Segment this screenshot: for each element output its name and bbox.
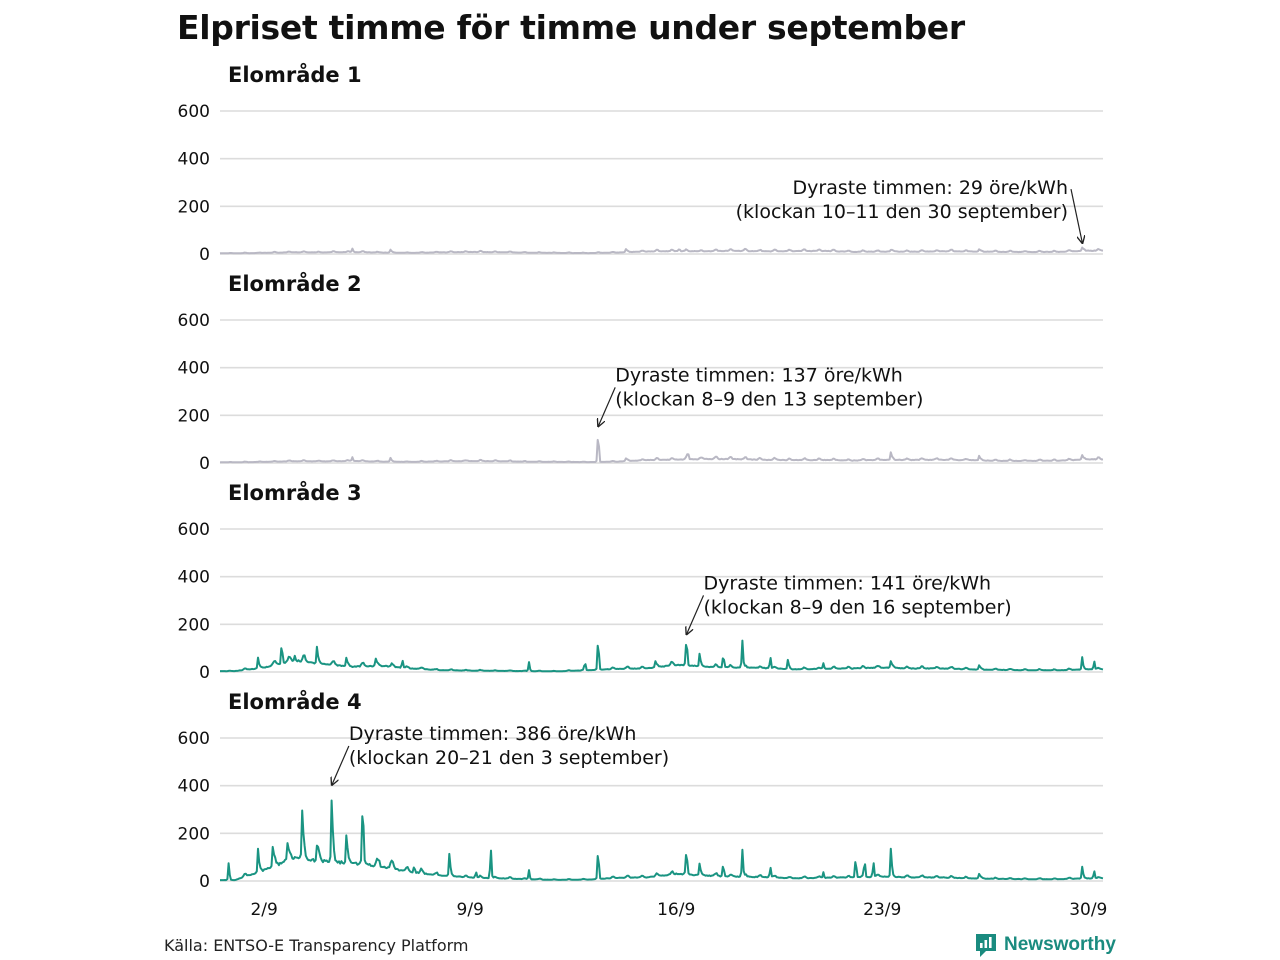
annotation-text: Dyraste timmen: 386 öre/kWh — [349, 723, 637, 745]
y-tick-label: 200 — [178, 824, 210, 844]
y-tick-label: 600 — [178, 520, 210, 540]
y-tick-label: 600 — [178, 729, 210, 749]
y-tick-label: 400 — [178, 359, 210, 379]
annotation-text: Dyraste timmen: 137 öre/kWh — [615, 364, 903, 386]
y-tick-label: 0 — [199, 872, 210, 892]
annotation-text: Dyraste timmen: 29 öre/kWh — [793, 177, 1068, 199]
series-line — [220, 799, 1104, 882]
y-tick-label: 200 — [178, 197, 210, 217]
y-tick-label: 600 — [178, 102, 210, 122]
y-tick-label: 0 — [199, 245, 210, 265]
panel-title: Elområde 4 — [228, 689, 362, 714]
y-tick-label: 400 — [178, 568, 210, 588]
panel-4: Elområde 4 0 200 400 600 Dyraste timmen: 386 … — [178, 689, 1104, 892]
logo-text: Newsworthy — [1004, 934, 1116, 955]
panel-title: Elområde 1 — [228, 62, 362, 87]
x-tick-label: 30/9 — [1069, 900, 1107, 920]
x-tick-label: 16/9 — [657, 900, 695, 920]
annotation-text: Dyraste timmen: 141 öre/kWh — [704, 572, 992, 594]
x-tick-label: 2/9 — [250, 900, 277, 920]
annotation-arrow — [598, 387, 616, 426]
panel-title: Elområde 3 — [228, 480, 362, 505]
annotation-text: (klockan 8–9 den 16 september) — [704, 596, 1012, 618]
y-tick-label: 200 — [178, 615, 210, 635]
panel-2: Elområde 2 0 200 400 600 Dyraste timmen: 137 … — [178, 271, 1104, 474]
x-tick-label: 23/9 — [863, 900, 901, 920]
y-tick-label: 600 — [178, 311, 210, 331]
annotation-text: (klockan 20–21 den 3 september) — [349, 747, 669, 769]
y-tick-label: 0 — [199, 454, 210, 474]
chart-area: Elområde 1 0 200 400 600 Dyraste timmen: 29 ö… — [178, 62, 1108, 920]
annotation-text: (klockan 10–11 den 30 september) — [736, 201, 1068, 223]
series-line — [219, 438, 1104, 464]
annotation-arrow — [1070, 188, 1082, 243]
brand-logo: Newsworthy — [974, 932, 1116, 958]
y-tick-label: 0 — [199, 663, 210, 683]
chart-title: Elpriset timme för timme under september — [177, 8, 965, 47]
series-line — [220, 639, 1104, 673]
annotation-text: (klockan 8–9 den 13 september) — [615, 388, 923, 410]
newsworthy-logo-icon — [976, 934, 996, 957]
panel-3: Elområde 3 0 200 400 600 Dyraste timmen: 141 … — [178, 480, 1104, 683]
annotation-arrow — [687, 595, 705, 634]
y-tick-label: 400 — [178, 777, 210, 797]
y-tick-label: 400 — [178, 150, 210, 170]
x-tick-label: 9/9 — [457, 900, 484, 920]
series-line — [219, 246, 1104, 255]
source-note: Källa: ENTSO-E Transparency Platform — [164, 936, 469, 955]
panel-title: Elområde 2 — [228, 271, 362, 296]
annotation-arrow — [332, 745, 350, 785]
panel-1: Elområde 1 0 200 400 600 Dyraste timmen: 29 ö… — [178, 62, 1104, 265]
y-tick-label: 200 — [178, 406, 210, 426]
